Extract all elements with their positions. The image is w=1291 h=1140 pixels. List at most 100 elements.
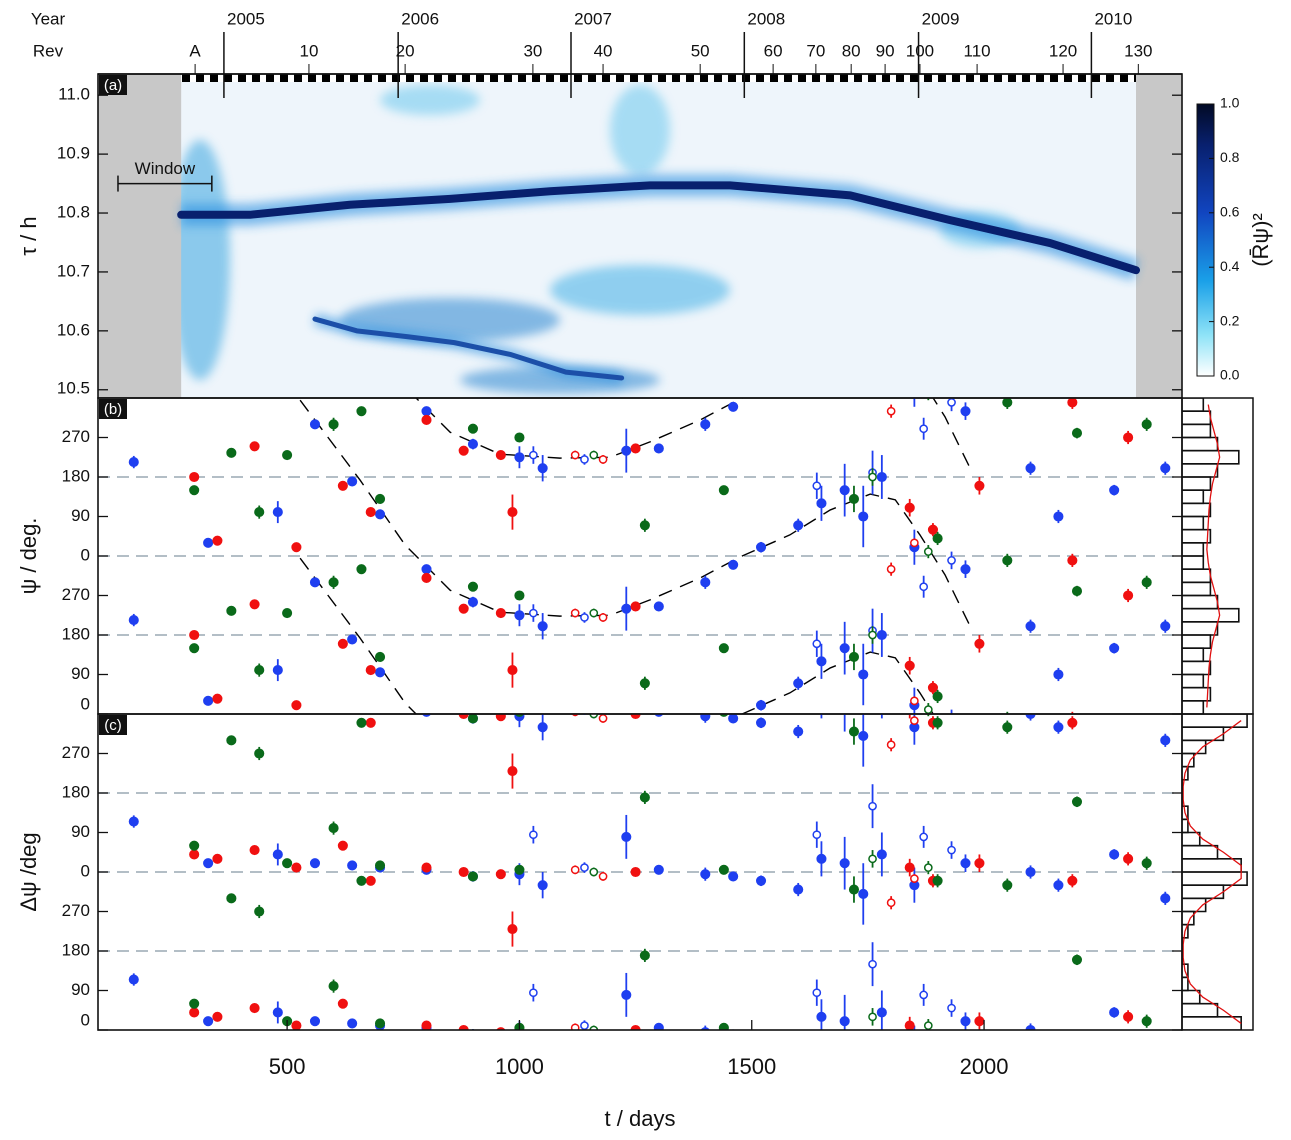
data-point [226, 447, 237, 458]
rev-tick-label: 60 [764, 41, 783, 60]
data-point [1141, 858, 1152, 869]
data-point [1002, 398, 1013, 408]
data-point [1003, 1039, 1012, 1048]
data-point [700, 1027, 710, 1030]
data-point [421, 564, 432, 575]
data-point [868, 959, 877, 969]
data-point [309, 577, 321, 588]
data-point [868, 854, 877, 864]
data-point [291, 862, 302, 873]
no-data-band [98, 74, 182, 398]
data-point [580, 613, 589, 622]
data-point [1053, 722, 1064, 733]
data-point [1067, 555, 1078, 566]
data-point [961, 701, 970, 710]
data-point [580, 863, 589, 872]
y-tick-label: 90 [71, 664, 90, 683]
data-point [639, 792, 650, 803]
data-point [876, 629, 887, 641]
data-point [858, 888, 869, 899]
data-point [932, 691, 943, 702]
data-point [919, 582, 929, 592]
y-axis-title: τ / h [16, 216, 41, 255]
y-tick-label: 90 [71, 506, 90, 525]
x-tick-label: 1000 [495, 1054, 544, 1079]
data-point [700, 869, 711, 880]
colorbar-tick-label: 0.2 [1220, 312, 1240, 328]
x-tick-label: 1500 [727, 1054, 776, 1079]
data-point [1160, 735, 1171, 746]
data-point [365, 507, 376, 518]
data-point [910, 538, 919, 548]
data-point [974, 858, 985, 869]
data-point [1002, 722, 1013, 733]
data-point [839, 1016, 850, 1027]
data-point [630, 601, 641, 612]
data-point [1053, 511, 1064, 522]
data-point [254, 507, 265, 518]
data-point [467, 439, 479, 450]
colorbar-label: (R̄ψ)² [1248, 213, 1273, 267]
data-point [975, 701, 984, 710]
data-point [923, 547, 933, 556]
data-point [755, 700, 767, 711]
data-point [932, 717, 943, 728]
model-curve [299, 399, 971, 627]
data-point [581, 706, 588, 713]
data-point [812, 639, 822, 649]
data-point [858, 730, 869, 741]
data-point [947, 845, 956, 855]
data-point [621, 831, 632, 842]
histogram-bin [1182, 1002, 1219, 1018]
data-point [328, 577, 339, 588]
data-point [347, 476, 358, 487]
y-tick-label: 180 [62, 466, 90, 485]
data-point [1141, 419, 1152, 430]
histogram-bin [1182, 568, 1212, 584]
data-point [904, 862, 915, 873]
data-point [755, 875, 767, 886]
data-point [291, 700, 302, 711]
histogram-bin [1182, 436, 1219, 452]
data-point [1068, 1034, 1077, 1043]
data-point [1053, 669, 1064, 680]
y-axis-title: ψ / deg. [16, 518, 41, 595]
data-point [249, 441, 260, 452]
data-point [589, 867, 599, 877]
data-point [470, 1029, 476, 1030]
data-point [876, 471, 887, 483]
histogram-fit [1206, 404, 1221, 708]
data-point [282, 450, 293, 461]
data-point [876, 1007, 887, 1018]
data-point [947, 398, 956, 407]
data-point [886, 740, 896, 750]
data-point [570, 450, 580, 460]
rev-tick-label: 40 [594, 41, 613, 60]
data-point [1141, 1016, 1152, 1027]
data-point [203, 858, 214, 869]
data-point [812, 481, 822, 491]
data-point [328, 981, 339, 992]
data-point [507, 507, 518, 518]
histogram-bin [1182, 673, 1205, 689]
data-point [272, 665, 283, 676]
texture-blob [380, 85, 480, 115]
histogram-bin [1182, 989, 1201, 1005]
rev-tick-label: 30 [523, 41, 542, 60]
year-axis-title: Year [31, 9, 66, 28]
data-point [190, 692, 199, 701]
y-tick-label: 10.6 [57, 320, 90, 339]
data-point [374, 860, 386, 871]
data-point [886, 898, 896, 908]
rev-tick-label: 120 [1049, 41, 1077, 60]
year-tick-label: 2006 [401, 9, 439, 28]
data-point [1123, 590, 1134, 601]
data-point [1067, 875, 1078, 886]
data-point [1054, 1039, 1063, 1048]
ridge [177, 181, 1140, 275]
data-point [291, 1020, 302, 1030]
data-point [537, 880, 548, 891]
data-point [374, 651, 386, 662]
histogram-bin [1182, 831, 1201, 847]
